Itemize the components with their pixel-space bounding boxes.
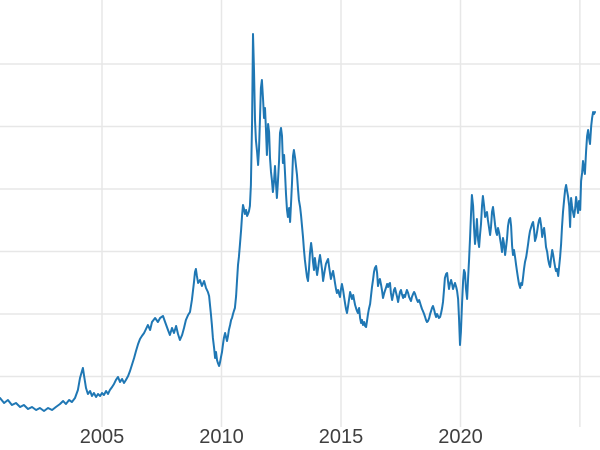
x-tick-label: 2020 [438, 426, 483, 448]
x-tick-label: 2005 [80, 426, 125, 448]
price-line-series [0, 33, 596, 412]
x-tick-label: 2015 [319, 426, 364, 448]
x-tick-label: 2010 [199, 426, 244, 448]
